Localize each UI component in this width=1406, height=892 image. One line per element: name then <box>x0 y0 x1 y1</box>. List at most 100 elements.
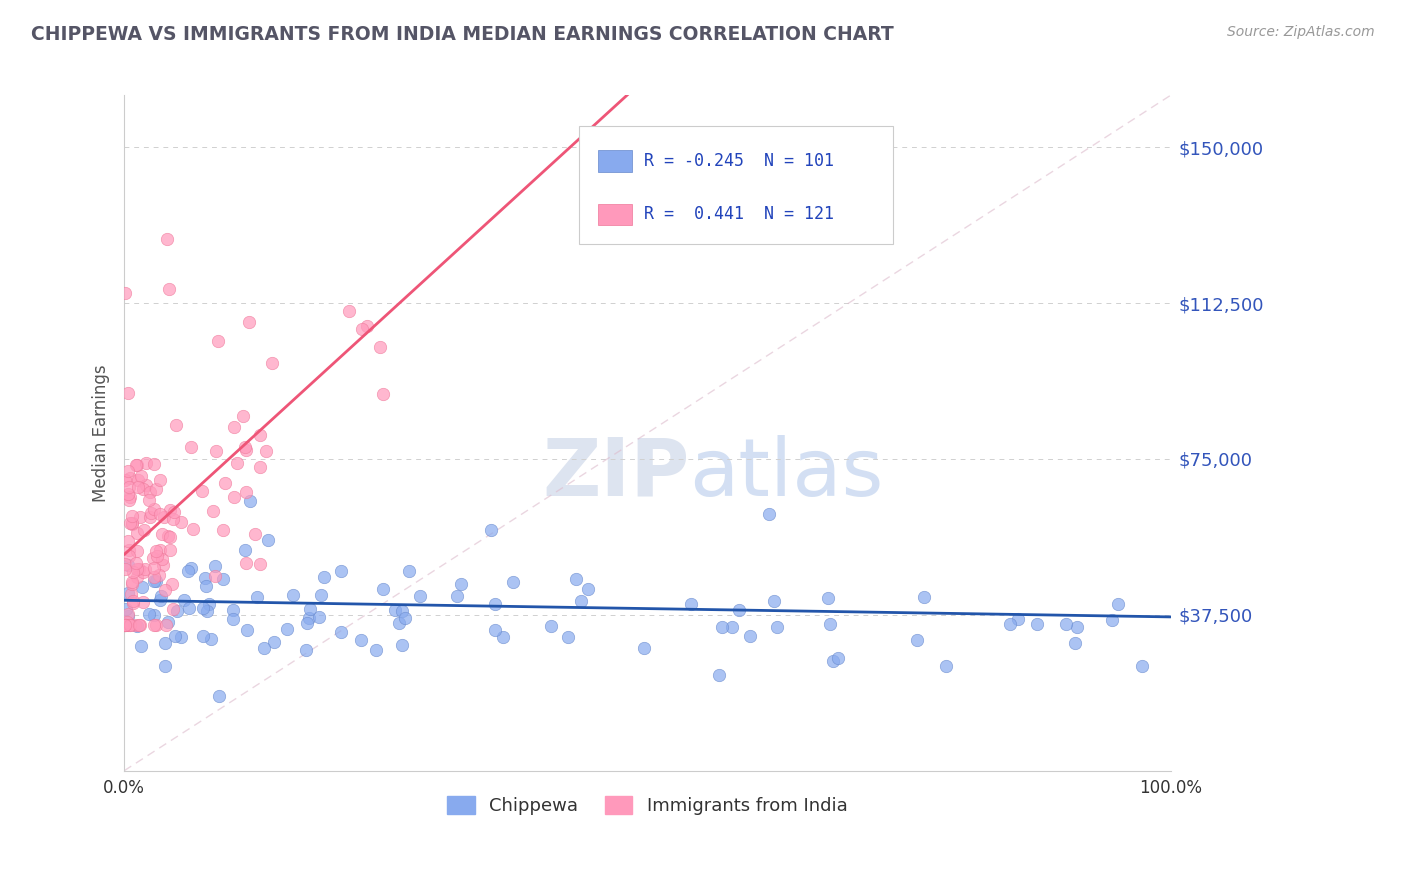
Point <box>191 484 214 499</box>
Point <box>243 527 266 541</box>
Point <box>222 491 245 505</box>
Point <box>162 512 184 526</box>
Point <box>143 457 166 471</box>
Point <box>276 622 298 636</box>
Point <box>117 615 139 629</box>
Point <box>117 558 139 573</box>
Point <box>129 509 152 524</box>
Point <box>122 596 145 610</box>
Point <box>492 630 515 644</box>
Point <box>117 487 139 501</box>
Point <box>152 558 174 573</box>
Y-axis label: Median Earnings: Median Earnings <box>93 364 110 502</box>
Point <box>173 593 195 607</box>
Point <box>143 570 166 584</box>
Point <box>157 282 180 296</box>
Point <box>823 654 845 668</box>
Point <box>214 475 236 490</box>
Point <box>239 493 262 508</box>
Point <box>117 534 139 549</box>
Point <box>157 529 180 543</box>
Point <box>114 557 136 571</box>
Point <box>157 615 180 629</box>
Point <box>121 594 143 608</box>
Point <box>127 525 149 540</box>
Point <box>159 503 181 517</box>
Point <box>479 524 502 538</box>
Point <box>238 315 260 329</box>
Point <box>170 630 193 644</box>
Point <box>484 598 506 612</box>
Point <box>246 591 269 605</box>
Point <box>148 567 170 582</box>
Point <box>308 610 330 624</box>
Point <box>145 544 167 558</box>
Point <box>446 589 468 603</box>
Point <box>121 574 143 589</box>
Point <box>114 618 136 632</box>
Point <box>249 460 271 475</box>
Point <box>132 565 155 579</box>
Point <box>766 620 789 634</box>
Point <box>149 592 172 607</box>
Point <box>132 482 155 496</box>
Point <box>564 572 586 586</box>
Point <box>118 490 141 504</box>
Point <box>160 576 183 591</box>
Point <box>329 564 352 578</box>
Text: atlas: atlas <box>689 434 883 513</box>
Point <box>135 456 157 470</box>
Point <box>194 570 217 584</box>
Point <box>118 618 141 632</box>
Point <box>128 618 150 632</box>
Point <box>309 588 332 602</box>
Point <box>114 618 136 632</box>
Point <box>145 618 167 632</box>
Point <box>281 588 304 602</box>
Point <box>295 642 318 657</box>
Point <box>262 356 284 370</box>
Point <box>312 570 335 584</box>
Point <box>124 618 146 632</box>
Point <box>905 633 928 648</box>
Point <box>198 597 221 611</box>
Point <box>142 561 165 575</box>
Point <box>127 544 149 558</box>
Point <box>388 616 411 631</box>
Point <box>721 620 744 634</box>
Point <box>166 603 188 617</box>
Point <box>350 633 373 648</box>
Point <box>177 564 200 578</box>
Point <box>129 640 152 654</box>
Point <box>134 562 156 576</box>
Point <box>145 549 167 563</box>
Point <box>114 618 136 632</box>
Point <box>204 558 226 573</box>
Point <box>117 464 139 478</box>
Point <box>121 516 143 530</box>
Point <box>200 632 222 646</box>
Point <box>912 590 935 604</box>
Point <box>120 587 142 601</box>
Point <box>298 611 321 625</box>
Point <box>222 602 245 616</box>
Point <box>540 618 562 632</box>
Point <box>152 510 174 524</box>
Point <box>576 582 599 597</box>
Point <box>114 602 136 616</box>
Point <box>633 641 655 656</box>
Point <box>257 533 280 548</box>
Point <box>138 607 160 621</box>
Point <box>114 474 136 488</box>
Point <box>159 530 181 544</box>
Point <box>118 480 141 494</box>
Point <box>120 516 142 530</box>
Point <box>159 543 181 558</box>
Point <box>391 604 413 618</box>
Point <box>118 493 141 508</box>
Point <box>139 484 162 499</box>
Point <box>122 566 145 580</box>
Point <box>1107 598 1129 612</box>
Point <box>1066 620 1088 634</box>
Point <box>235 440 257 454</box>
